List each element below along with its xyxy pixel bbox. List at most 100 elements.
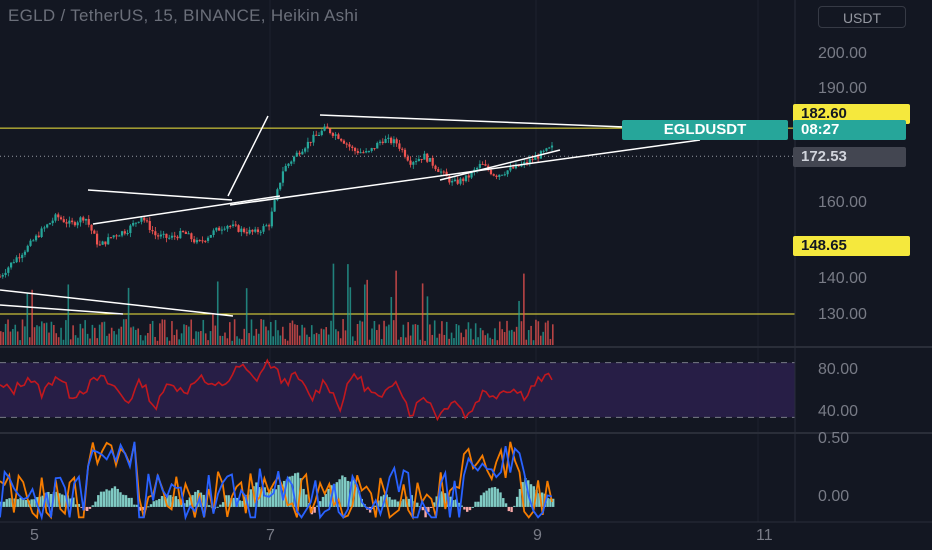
oscillator-bar <box>185 500 189 507</box>
candle-body <box>323 126 326 131</box>
candle-body <box>478 163 481 168</box>
volume-bar <box>180 333 183 345</box>
volume-bar <box>363 284 366 345</box>
candle-body <box>437 169 440 172</box>
currency-button[interactable]: USDT <box>818 6 906 28</box>
volume-bar <box>344 330 347 345</box>
candle-body <box>492 174 495 176</box>
volume-bar <box>332 263 335 345</box>
volume-bar <box>236 336 238 345</box>
volume-bar <box>339 338 342 345</box>
time-tick-label: 9 <box>533 527 542 544</box>
volume-bar <box>0 331 2 345</box>
oscillator-bar <box>357 490 361 507</box>
volume-bar <box>527 330 530 345</box>
oscillator-bar <box>30 499 33 507</box>
volume-bar <box>431 334 434 345</box>
trendline[interactable] <box>319 114 626 128</box>
oscillator-bar <box>41 495 45 507</box>
volume-bar <box>67 284 70 345</box>
candle-body <box>245 232 248 234</box>
volume-bar <box>110 327 113 345</box>
oscillator-bar <box>163 496 167 507</box>
candle-body <box>195 240 199 243</box>
volume-bar <box>549 338 552 345</box>
trendline[interactable] <box>87 189 233 201</box>
volume-bar <box>515 326 518 345</box>
oscillator-bar <box>269 490 272 507</box>
trendline[interactable] <box>227 115 269 197</box>
trendline-drawings[interactable] <box>0 114 701 317</box>
oscillator-bar <box>19 497 22 507</box>
volume-bar <box>414 324 417 345</box>
candle-body <box>201 240 204 242</box>
level-low-tag[interactable]: 148.65 <box>793 236 910 256</box>
trendline[interactable] <box>439 149 561 181</box>
oscillator-bar <box>94 501 97 507</box>
volume-bar <box>327 334 330 345</box>
candle-body <box>409 160 412 165</box>
volume-bar <box>24 326 26 345</box>
candle-body <box>503 174 506 176</box>
candlestick-series <box>0 123 554 279</box>
candle-body <box>90 224 93 231</box>
candle-body <box>46 224 49 228</box>
volume-bar <box>89 338 91 345</box>
volume-bar <box>366 279 368 345</box>
oscillator-bar <box>102 491 106 507</box>
trendline[interactable] <box>229 139 701 206</box>
volume-bar <box>535 319 537 345</box>
volume-bar <box>60 327 62 345</box>
volume-bar <box>84 320 86 345</box>
oscillator-bar <box>77 503 81 507</box>
candle-body <box>226 225 229 229</box>
oscillator-bar <box>233 497 236 507</box>
volume-bar <box>441 321 443 345</box>
candle-body <box>287 163 290 166</box>
oscillator-bar <box>549 498 552 507</box>
candle-body <box>312 134 315 143</box>
volume-bar <box>286 340 289 345</box>
candle-body <box>98 244 101 246</box>
volume-bar <box>142 340 144 345</box>
candle-body <box>292 156 296 162</box>
oscillator-bar <box>429 506 433 508</box>
volume-bar <box>31 289 33 345</box>
volume-bar <box>438 333 441 345</box>
oscillator-bar <box>274 489 278 507</box>
oscillator-bar <box>490 487 494 507</box>
oscillator-bar <box>435 496 438 507</box>
volume-bar <box>426 296 429 345</box>
oscillator-bar <box>391 499 394 507</box>
trendline[interactable] <box>0 304 124 315</box>
trendline[interactable] <box>92 195 281 225</box>
volume-bar <box>185 325 188 345</box>
oscillator-bar <box>416 502 419 507</box>
candle-body <box>284 165 287 172</box>
volume-bar <box>433 320 436 345</box>
volume-bar <box>380 339 383 345</box>
volume-bar <box>120 326 123 345</box>
volume-bar <box>228 322 231 345</box>
candle-body <box>462 178 465 182</box>
candle-body <box>290 161 293 164</box>
volume-bar <box>224 332 226 345</box>
volume-bar <box>178 339 180 345</box>
volume-bar <box>7 319 9 345</box>
oscillator-bar <box>135 504 139 507</box>
volume-bar <box>407 322 409 345</box>
candle-body <box>334 134 337 136</box>
candle-body <box>109 237 113 239</box>
volume-bar <box>489 337 491 345</box>
candle-body <box>95 233 99 245</box>
candle-body <box>15 257 18 263</box>
volume-bar <box>269 321 272 345</box>
volume-bar <box>404 337 407 345</box>
candle-body <box>231 224 235 227</box>
candle-body <box>248 229 251 234</box>
candle-body <box>304 148 307 152</box>
volume-bar <box>159 323 161 345</box>
level-high-tag[interactable]: 182.60 <box>793 104 910 124</box>
trendline[interactable] <box>0 289 234 317</box>
